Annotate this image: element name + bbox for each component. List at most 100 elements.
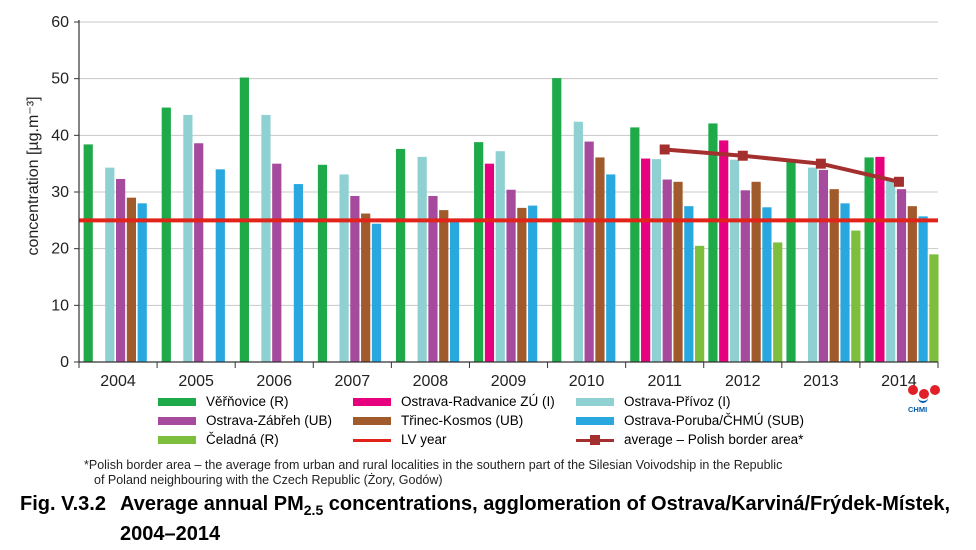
- bar: [474, 142, 484, 362]
- legend-swatch: [576, 398, 614, 407]
- x-tick-label: 2013: [803, 373, 839, 390]
- bar: [886, 180, 896, 362]
- bar: [773, 242, 783, 362]
- y-axis-label: concentration [µg.m⁻³]: [25, 96, 42, 255]
- caption-subscript: 2.5: [303, 502, 324, 518]
- footnote-line-2: of Poland neighbouring with the Czech Re…: [94, 473, 443, 487]
- bar: [584, 141, 594, 362]
- bar: [361, 213, 371, 362]
- bar: [762, 207, 772, 362]
- bar: [528, 205, 538, 362]
- bar: [495, 151, 505, 362]
- y-tick-label: 50: [51, 71, 69, 88]
- bar: [371, 223, 382, 362]
- legend-label: Ostrava-Radvanice ZÚ (I): [401, 394, 555, 409]
- y-tick-label: 30: [51, 184, 69, 201]
- bar: [896, 189, 907, 362]
- y-tick-label: 20: [51, 241, 69, 258]
- bar: [272, 163, 282, 362]
- bar: [818, 169, 829, 362]
- bar: [864, 157, 874, 362]
- bar: [673, 181, 683, 362]
- figure-caption: Fig. V.3.2 Average annual PM2.5 concentra…: [20, 492, 950, 546]
- figure-label: Fig. V.3.2: [20, 493, 106, 515]
- bar: [137, 203, 147, 362]
- x-tick-label: 2012: [725, 373, 761, 390]
- bar: [829, 189, 839, 362]
- average-marker: [815, 158, 826, 169]
- bar: [161, 107, 171, 362]
- legend-label: Třinec-Kosmos (UB): [401, 413, 524, 428]
- chmi-logo: CHMI: [906, 383, 942, 419]
- x-tick-label: 2005: [178, 373, 214, 390]
- legend-swatch: [576, 417, 614, 426]
- bar: [840, 203, 850, 362]
- overlay-lines: [79, 144, 938, 223]
- bar: [630, 127, 640, 363]
- legend-item: Ostrava-Přívoz (I): [576, 393, 731, 411]
- bar: [449, 218, 460, 362]
- bar: [851, 230, 861, 362]
- bar: [116, 178, 126, 362]
- bar: [808, 167, 818, 362]
- x-tick-label: 2011: [647, 373, 682, 390]
- legend-item: Ostrava-Poruba/ČHMÚ (SUB): [576, 412, 804, 430]
- footnote-line-1: *Polish border area – the average from u…: [84, 458, 783, 472]
- bar: [83, 144, 93, 362]
- legend-swatch: [158, 436, 196, 445]
- bar: [484, 163, 495, 362]
- y-tick-label: 0: [60, 354, 69, 371]
- footnote: *Polish border area – the average from u…: [84, 458, 904, 488]
- caption-title-part2: concentrations, agglomeration of Ostrava…: [323, 493, 951, 515]
- x-tick-label: 2009: [491, 373, 527, 390]
- bar: [695, 245, 705, 362]
- legend-swatch: [353, 417, 391, 426]
- x-tick-label: 2006: [256, 373, 292, 390]
- bar: [439, 210, 449, 362]
- bar: [740, 190, 750, 362]
- caption-title-line-2: 2004–2014: [120, 523, 221, 545]
- y-tick-label: 60: [51, 14, 69, 31]
- bar: [751, 181, 761, 362]
- axes: 0 10 20 30 40 50 60 2004 2005 2006 2007 2008 2009 201…: [51, 14, 939, 390]
- y-tick-label: 10: [51, 297, 69, 314]
- bar: [317, 164, 328, 362]
- legend-label: Ostrava-Přívoz (I): [624, 394, 731, 409]
- bar: [183, 114, 193, 362]
- legend-item: Ostrava-Zábřeh (UB): [158, 412, 332, 430]
- pm25-bar-chart: 0 10 20 30 40 50 60 2004 2005 2006 2007 2008 2009 201…: [25, 14, 939, 390]
- bar: [719, 140, 729, 362]
- legend-swatch: [353, 438, 391, 442]
- average-polish-border-line: [664, 147, 900, 184]
- bar: [641, 158, 651, 362]
- x-tick-label: 2014: [881, 373, 917, 390]
- bar: [662, 179, 672, 362]
- bar: [506, 189, 516, 362]
- legend-item: average – Polish border area*: [576, 431, 803, 449]
- legend-label: Ostrava-Poruba/ČHMÚ (SUB): [624, 413, 805, 428]
- bar: [595, 157, 605, 362]
- bar: [875, 156, 885, 362]
- legend-item: Čeladná (R): [158, 431, 279, 449]
- legend-swatch: [158, 417, 196, 426]
- legend-item: Ostrava-Radvanice ZÚ (I): [353, 393, 555, 411]
- bar: [573, 121, 583, 362]
- legend-label: Čeladná (R): [206, 432, 279, 447]
- average-marker: [737, 150, 748, 161]
- legend-swatch: [576, 434, 614, 445]
- legend-label: average – Polish border area*: [624, 432, 804, 447]
- bar: [126, 197, 136, 362]
- bar: [651, 159, 662, 362]
- legend-item: Věřňovice (R): [158, 393, 289, 411]
- y-tick-label: 40: [51, 127, 69, 144]
- bar: [708, 123, 718, 362]
- legend-swatch: [158, 398, 196, 407]
- bar: [606, 174, 616, 362]
- bar: [729, 159, 740, 362]
- legend-label: Ostrava-Zábřeh (UB): [206, 413, 333, 428]
- logo-text: CHMI: [908, 405, 928, 414]
- average-marker: [893, 176, 904, 187]
- bar: [786, 159, 796, 362]
- bar: [417, 156, 427, 362]
- legend-label: LV year: [401, 432, 447, 447]
